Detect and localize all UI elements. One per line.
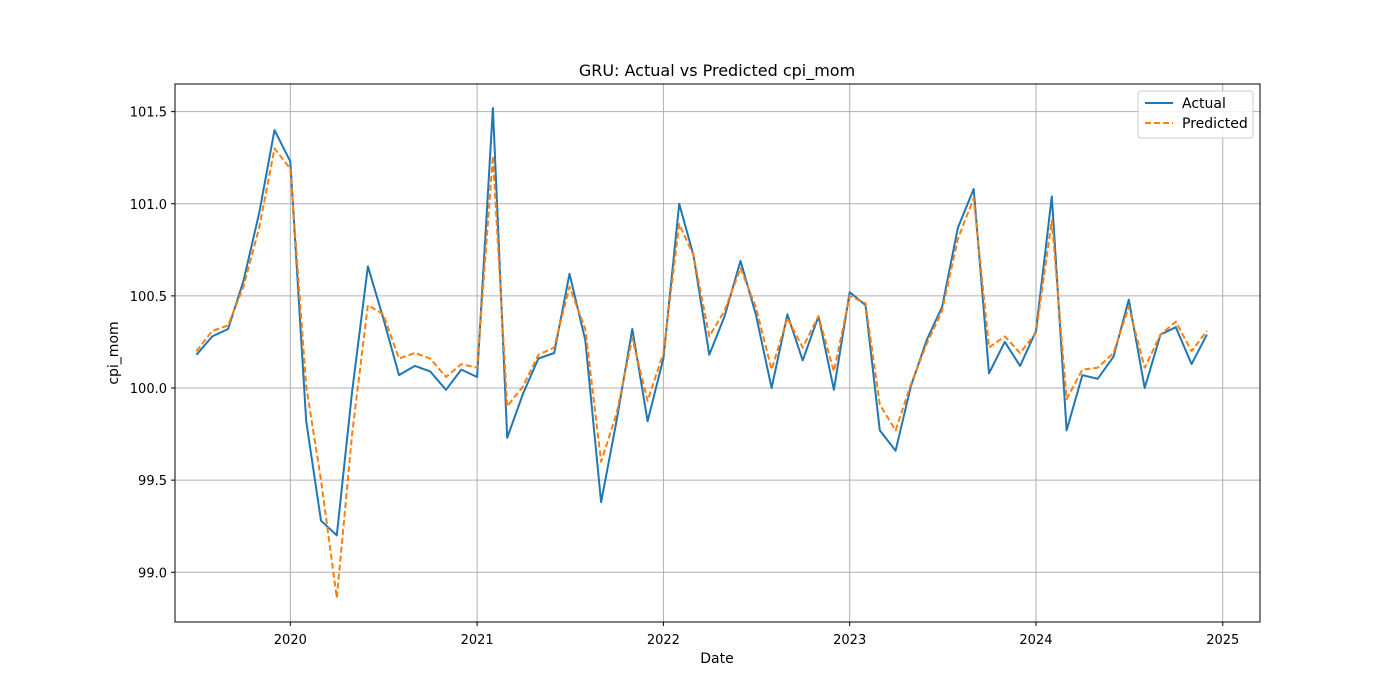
y-tick-label: 100.0 — [130, 382, 167, 397]
y-tick-label: 100.5 — [130, 290, 167, 305]
chart-title: GRU: Actual vs Predicted cpi_mom — [579, 61, 855, 81]
x-tick-label: 2024 — [1019, 633, 1052, 648]
x-tick-label: 2025 — [1206, 633, 1239, 648]
x-tick-label: 2020 — [274, 633, 307, 648]
legend-label-predicted: Predicted — [1182, 116, 1248, 132]
x-tick-label: 2023 — [833, 633, 866, 648]
x-tick-label: 2021 — [461, 633, 494, 648]
y-axis-label: cpi_mom — [106, 321, 122, 384]
x-axis-label: Date — [700, 651, 733, 667]
legend-label-actual: Actual — [1182, 96, 1226, 112]
series-line-predicted — [195, 147, 1208, 599]
y-tick-label: 101.0 — [130, 198, 167, 213]
x-tick-label: 2022 — [647, 633, 680, 648]
plot-area-frame — [174, 83, 1261, 623]
y-tick-label: 101.5 — [130, 106, 167, 121]
series-lines — [195, 107, 1208, 599]
y-tick-label: 99.5 — [138, 474, 167, 489]
y-tick-label: 99.0 — [138, 566, 167, 581]
legend: Actual Predicted — [1137, 90, 1254, 139]
y-axis-ticks: 99.0 99.5 100.0 100.5 101.0 101.5 — [130, 106, 175, 581]
x-axis-ticks: 2020 2021 2022 2023 2024 2025 — [274, 622, 1239, 648]
